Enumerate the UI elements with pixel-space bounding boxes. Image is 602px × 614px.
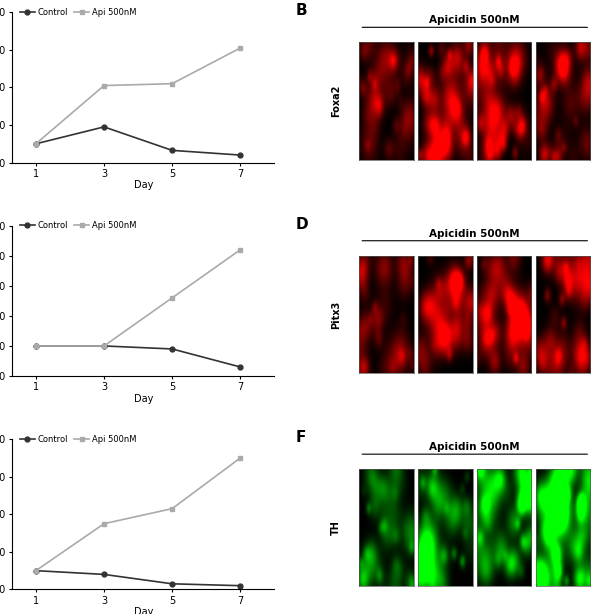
X-axis label: Day: Day [134, 607, 153, 614]
Text: Apicidin 500nM: Apicidin 500nM [429, 229, 520, 239]
Legend: Control, Api 500nM: Control, Api 500nM [16, 431, 140, 447]
Api 500nM [237, 454, 244, 462]
Text: D: D [296, 217, 308, 231]
Control [169, 147, 176, 154]
Text: B: B [296, 3, 308, 18]
Text: F: F [296, 430, 306, 445]
Text: Day 5: Day 5 [491, 562, 518, 572]
Line: Api 500nM: Api 500nM [34, 45, 243, 146]
Legend: Control, Api 500nM: Control, Api 500nM [16, 218, 140, 233]
Text: Day 1: Day 1 [373, 349, 400, 358]
Api 500nM [33, 140, 40, 147]
Api 500nM [33, 567, 40, 574]
Control [169, 345, 176, 352]
Text: Day 7: Day 7 [550, 349, 576, 358]
Text: Day 3: Day 3 [432, 349, 459, 358]
Api 500nM [33, 342, 40, 349]
Text: Day 1: Day 1 [373, 136, 400, 144]
Text: Apicidin 500nM: Apicidin 500nM [429, 15, 520, 25]
Api 500nM [169, 80, 176, 87]
Control [101, 571, 108, 578]
Api 500nM [101, 82, 108, 89]
Control [169, 580, 176, 588]
Text: TH: TH [331, 521, 341, 535]
Text: Pitx3: Pitx3 [331, 300, 341, 328]
Control [33, 140, 40, 147]
Line: Control: Control [34, 125, 243, 158]
Text: Day 7: Day 7 [550, 562, 576, 572]
Text: Day 3: Day 3 [432, 562, 459, 572]
Api 500nM [237, 44, 244, 52]
Api 500nM [237, 246, 244, 254]
Control [33, 342, 40, 349]
Control [101, 123, 108, 131]
Line: Control: Control [34, 568, 243, 588]
Text: Foxa2: Foxa2 [331, 85, 341, 117]
Control [101, 342, 108, 349]
Control [33, 567, 40, 574]
Text: Day 1: Day 1 [373, 562, 400, 572]
Line: Api 500nM: Api 500nM [34, 456, 243, 573]
X-axis label: Day: Day [134, 181, 153, 190]
Api 500nM [169, 505, 176, 512]
Api 500nM [169, 294, 176, 301]
Legend: Control, Api 500nM: Control, Api 500nM [16, 4, 140, 20]
Line: Control: Control [34, 343, 243, 370]
Text: Day 5: Day 5 [491, 349, 518, 358]
Control [237, 582, 244, 589]
Text: Day 7: Day 7 [550, 136, 576, 144]
Text: Day 3: Day 3 [432, 136, 459, 144]
Control [237, 152, 244, 159]
Text: Apicidin 500nM: Apicidin 500nM [429, 442, 520, 452]
Line: Api 500nM: Api 500nM [34, 247, 243, 348]
Text: Day 5: Day 5 [491, 136, 518, 144]
X-axis label: Day: Day [134, 394, 153, 403]
Api 500nM [101, 342, 108, 349]
Api 500nM [101, 520, 108, 527]
Control [237, 363, 244, 371]
